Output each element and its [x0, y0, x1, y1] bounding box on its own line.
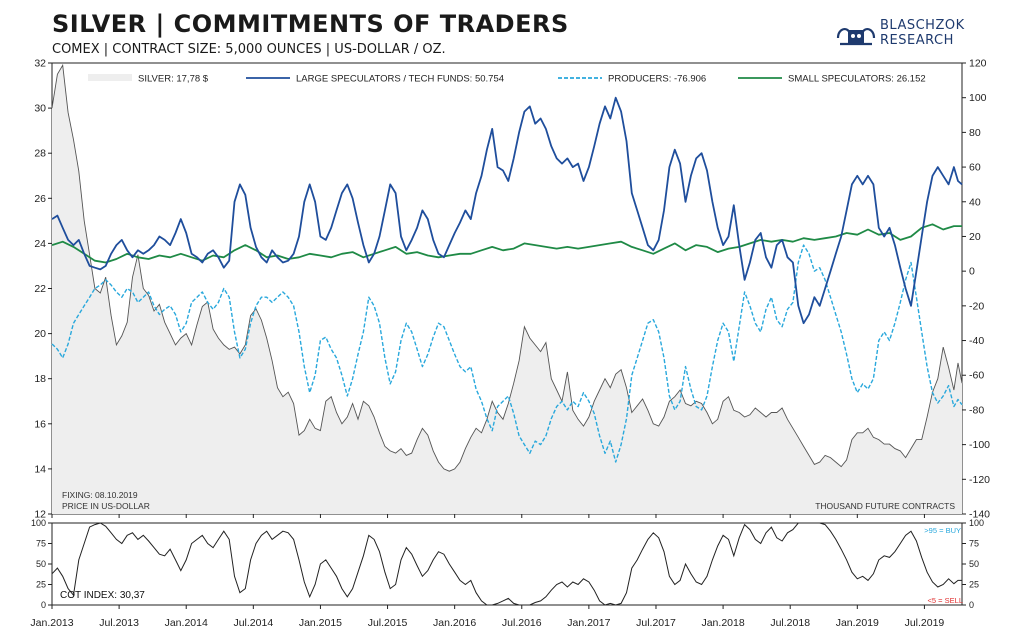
- logo-wordmark: BLASCHZOK RESEARCH: [880, 18, 965, 48]
- right-axis-tick-label: -100: [969, 439, 990, 451]
- legend-small-speculators-label: SMALL SPECULATORS: 26.152: [788, 74, 926, 85]
- main-plot-frame: [51, 62, 963, 515]
- logo-line-1: BLASCHZOK: [880, 18, 965, 33]
- left-axis-tick-label: 32: [34, 58, 46, 70]
- x-axis-tick-label: Jan.2016: [433, 617, 476, 629]
- right-axis-tick-label: 100: [969, 92, 987, 104]
- right-axis-tick-label: -140: [969, 509, 990, 521]
- left-axis-tick-label: 18: [34, 373, 46, 385]
- cot-right-tick-label: 75: [969, 539, 979, 549]
- right-axis-tick-label: -20: [969, 300, 984, 312]
- legend-silver-swatch: [88, 74, 132, 81]
- silver-price-area: [52, 65, 962, 515]
- right-axis-tick-label: 80: [969, 127, 981, 139]
- cot-index-line: [51, 522, 962, 606]
- right-axis-tick-label: 20: [969, 231, 981, 243]
- silver-price-line: [51, 63, 963, 472]
- right-axis-tick-label: 0: [969, 266, 975, 278]
- cot-plot-frame: [51, 522, 963, 606]
- large-speculators-line: [51, 96, 963, 325]
- cot-right-tick-label: 100: [969, 518, 984, 528]
- x-axis-tick-label: Jul.2014: [233, 617, 273, 629]
- legend-producers-label: PRODUCERS: -76.906: [608, 74, 706, 85]
- cot-left-tick-label: 100: [31, 518, 46, 528]
- cot-index-value: COT INDEX: 30,37: [60, 590, 145, 601]
- legend-large-speculators-label: LARGE SPECULATORS / TECH FUNDS: 50.754: [296, 74, 504, 85]
- left-axis-tick-label: 26: [34, 193, 46, 205]
- left-axis-tick-label: 22: [34, 283, 46, 295]
- right-axis-tick-label: 40: [969, 196, 981, 208]
- chart-title: SILVER | COMMITMENTS OF TRADERS: [52, 10, 569, 38]
- right-axis-tick-label: 60: [969, 162, 981, 174]
- right-axis-tick-label: -80: [969, 404, 984, 416]
- left-axis-tick-label: 12: [34, 509, 46, 521]
- sell-threshold-label: <5 = SELL: [928, 596, 963, 605]
- cot-right-tick-label: 0: [969, 600, 974, 610]
- x-axis-tick-label: Jan.2018: [701, 617, 744, 629]
- x-axis-tick-label: Jul.2015: [368, 617, 408, 629]
- left-axis-tick-label: 28: [34, 148, 46, 160]
- x-axis-tick-label: Jan.2017: [567, 617, 610, 629]
- buy-threshold-label: >95 = BUY: [924, 526, 961, 535]
- left-axis-tick-label: 24: [34, 238, 46, 250]
- cot-right-tick-label: 25: [969, 580, 979, 590]
- legend-silver-label: SILVER: 17,78 $: [138, 74, 209, 85]
- x-axis-tick-label: Jul.2013: [99, 617, 139, 629]
- x-axis: Jan.2013 Jul.2013 Jan.2014 Jul.2014 Jan.2015…: [30, 514, 944, 629]
- x-axis-tick-label: Jul.2016: [502, 617, 542, 629]
- blaschzok-research-logo: BLASCHZOK RESEARCH: [834, 18, 974, 54]
- right-axis-tick-label: -120: [969, 474, 990, 486]
- fixing-date-note: FIXING: 08.10.2019: [62, 490, 138, 500]
- cot-left-tick-label: 75: [36, 539, 46, 549]
- small-speculators-line: [51, 223, 962, 264]
- contracts-unit-note: THOUSAND FUTURE CONTRACTS: [815, 501, 955, 511]
- x-axis-tick-label: Jan.2014: [165, 617, 208, 629]
- price-unit-note: PRICE IN US-DOLLAR: [62, 501, 150, 511]
- left-axis-tick-label: 30: [34, 103, 46, 115]
- left-axis-tick-label: 14: [34, 463, 46, 475]
- cot-index-panel: 0 0 25 25 50 50 75 75 100 100: [31, 518, 984, 610]
- left-axis-tick-label: 16: [34, 418, 46, 430]
- x-axis-tick-label: Jan.2019: [836, 617, 879, 629]
- right-axis-tick-label: 120: [969, 58, 987, 70]
- legend: SILVER: 17,78 $ LARGE SPECULATORS / TECH …: [88, 74, 926, 85]
- logo-line-2: RESEARCH: [880, 33, 954, 48]
- right-axis-tick-label: -40: [969, 335, 984, 347]
- chart-subtitle: COMEX | CONTRACT SIZE: 5,000 OUNCES | US…: [52, 42, 446, 57]
- x-axis-tick-label: Jan.2013: [30, 617, 73, 629]
- logo-emblem-icon: [836, 28, 876, 46]
- left-axis-tick-label: 20: [34, 328, 46, 340]
- cot-right-tick-label: 50: [969, 559, 979, 569]
- right-axis-tick-label: -60: [969, 370, 984, 382]
- x-axis-tick-label: Jan.2015: [299, 617, 342, 629]
- main-panel: 12 14 16 18 20 22 24 26 28 30 32 -140 -120 -100 -80 -60…: [34, 58, 990, 521]
- x-axis-tick-label: Jul.2017: [636, 617, 676, 629]
- x-axis-tick-label: Jul.2019: [905, 617, 945, 629]
- x-axis-tick-label: Jul.2018: [770, 617, 810, 629]
- producers-line: [51, 244, 963, 463]
- cot-left-tick-label: 25: [36, 580, 46, 590]
- cot-left-tick-label: 0: [41, 600, 46, 610]
- cot-left-tick-label: 50: [36, 559, 46, 569]
